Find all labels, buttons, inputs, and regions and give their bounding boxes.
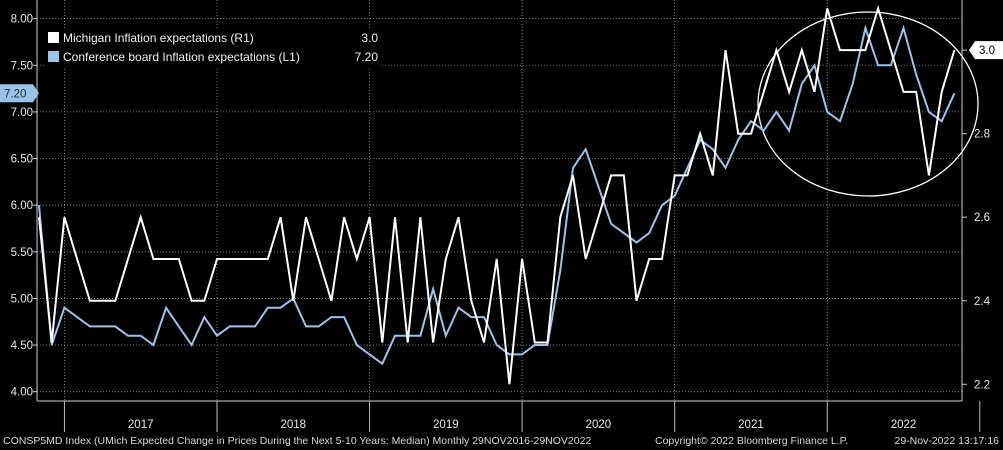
x-tick-label: 2019 xyxy=(433,419,459,431)
left-last-value-label: 7.20 xyxy=(4,88,26,100)
left-tick-label: 6.00 xyxy=(11,200,33,212)
legend-label: Conference board Inflation expectations … xyxy=(63,50,300,64)
right-tick-label: 2.4 xyxy=(974,296,991,308)
series-line-michigan xyxy=(38,4,956,385)
right-last-value-label: 3.0 xyxy=(979,45,995,57)
x-tick-label: 2022 xyxy=(891,419,917,431)
legend-swatch xyxy=(48,32,59,43)
footer-ticker: CONSP5MD Index (UMich Expected Change in… xyxy=(3,435,592,447)
left-tick-label: 8.00 xyxy=(11,14,33,26)
left-last-value-tag xyxy=(0,84,39,103)
x-tick-label: 2021 xyxy=(738,419,764,431)
right-tick-label: 2.6 xyxy=(974,212,990,224)
right-tick-label: 2.8 xyxy=(974,129,990,141)
left-tick-label: 4.00 xyxy=(11,387,33,399)
series-lines xyxy=(38,4,956,385)
x-tick-label: 2017 xyxy=(128,419,154,431)
highlight-ellipse-shape xyxy=(757,11,979,197)
legend-value: 3.0 xyxy=(361,31,378,45)
x-tick-label: 2020 xyxy=(586,419,612,431)
legend-box xyxy=(44,28,382,68)
highlight-ellipse xyxy=(757,11,979,197)
axes: 4.00 4.50 5.00 5.50 6.00 6.50 7.00 7.50 8.00 2.2 2… xyxy=(11,0,991,432)
x-tick-label: 2018 xyxy=(280,419,306,431)
left-tick-label: 4.50 xyxy=(11,340,33,352)
left-tick-label: 6.50 xyxy=(11,154,33,166)
legend-value: 7.20 xyxy=(355,50,379,64)
right-tick-label: 2.2 xyxy=(974,379,990,391)
footer-timestamp: 29-Nov-2022 13:17:16 xyxy=(894,435,1000,447)
footer-copyright: Copyright© 2022 Bloomberg Finance L.P. xyxy=(655,435,849,447)
legend: Michigan Inflation expectations (R1) 3.0 C… xyxy=(44,28,382,68)
left-tick-label: 7.00 xyxy=(11,107,33,119)
legend-label: Michigan Inflation expectations (R1) xyxy=(63,31,254,45)
series-line-conference-board xyxy=(38,24,956,366)
legend-swatch xyxy=(48,51,59,62)
left-tick-label: 5.00 xyxy=(11,293,33,305)
left-tick-label: 5.50 xyxy=(11,247,33,259)
right-last-value-tag xyxy=(969,41,1003,60)
last-value-tags: 7.20 3.0 xyxy=(0,41,1003,103)
left-tick-label: 7.50 xyxy=(11,60,33,72)
